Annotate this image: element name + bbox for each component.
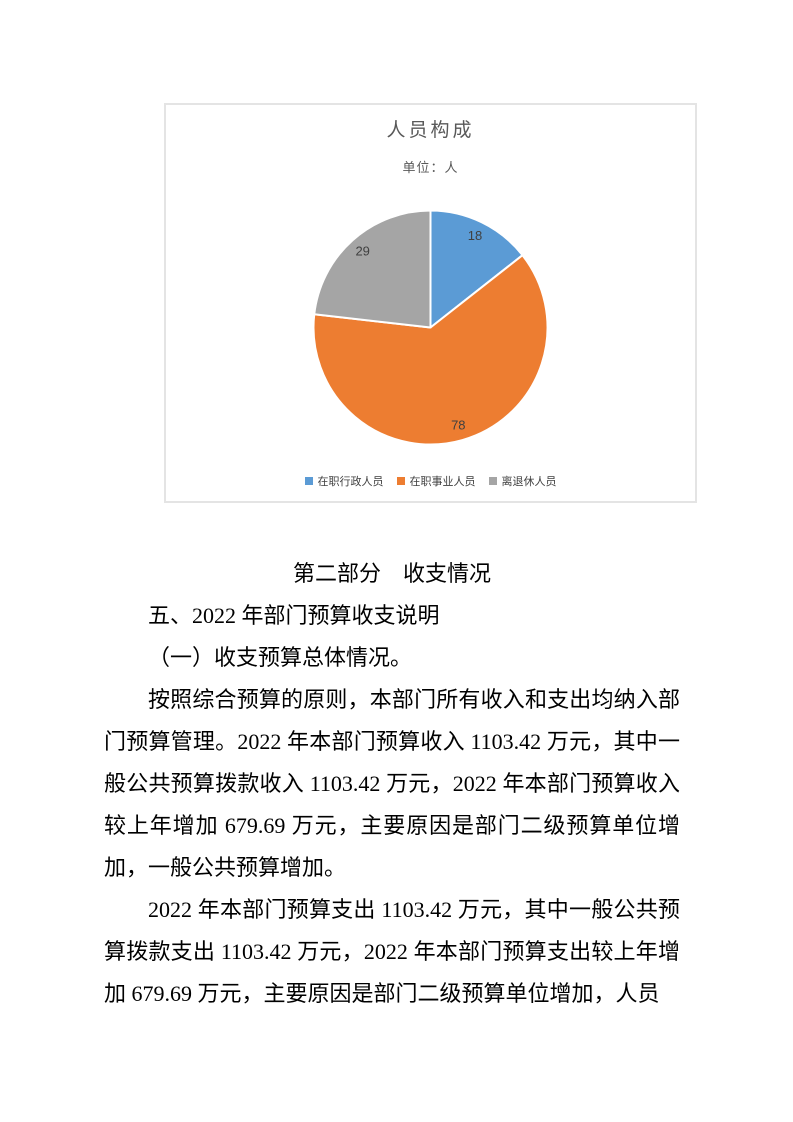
pie-data-label: 18 (468, 228, 482, 243)
legend-label: 离退休人员 (501, 476, 557, 488)
pie-slice-在职行政人员 (429, 209, 524, 329)
chart-legend: 在职行政人员 在职事业人员 离退休人员 (166, 473, 695, 489)
sub-heading-budget-explanation: 五、2022 年部门预算收支说明 (148, 603, 440, 628)
pie-data-label: 29 (355, 244, 369, 259)
legend-swatch-icon (304, 477, 313, 485)
pie-slice-离退休人员 (313, 209, 432, 329)
document-body: 第二部分 收支情况 五、2022 年部门预算收支说明 （一）收支预算总体情况。 … (104, 553, 680, 1015)
legend-item: 离退休人员 (488, 473, 557, 489)
pie-data-label: 78 (451, 417, 465, 432)
pie-slice-在职事业人员 (312, 254, 549, 446)
pie-chart-svg: 18 78 29 (312, 209, 549, 446)
personnel-composition-chart: 18 78 29 人员构成 单位：人 在职行政人员 在职事业人员 离退休人员 (164, 103, 697, 503)
sub-heading-overall-situation: （一）收支预算总体情况。 (148, 645, 413, 670)
legend-item: 在职事业人员 (396, 473, 476, 489)
section-heading: 第二部分 收支情况 (292, 561, 491, 586)
paragraph-expenditure: 2022 年本部门预算支出 1103.42 万元，其中一般公共预算拨款支出 11… (104, 897, 680, 1006)
legend-swatch-icon (488, 477, 497, 485)
legend-item: 在职行政人员 (304, 473, 384, 489)
legend-label: 在职事业人员 (409, 476, 476, 488)
legend-swatch-icon (396, 477, 405, 485)
chart-title: 人员构成 (386, 120, 475, 141)
chart-subtitle: 单位：人 (402, 160, 459, 175)
legend-label: 在职行政人员 (317, 476, 384, 488)
paragraph-revenue: 按照综合预算的原则，本部门所有收入和支出均纳入部门预算管理。2022 年本部门预… (104, 687, 680, 880)
